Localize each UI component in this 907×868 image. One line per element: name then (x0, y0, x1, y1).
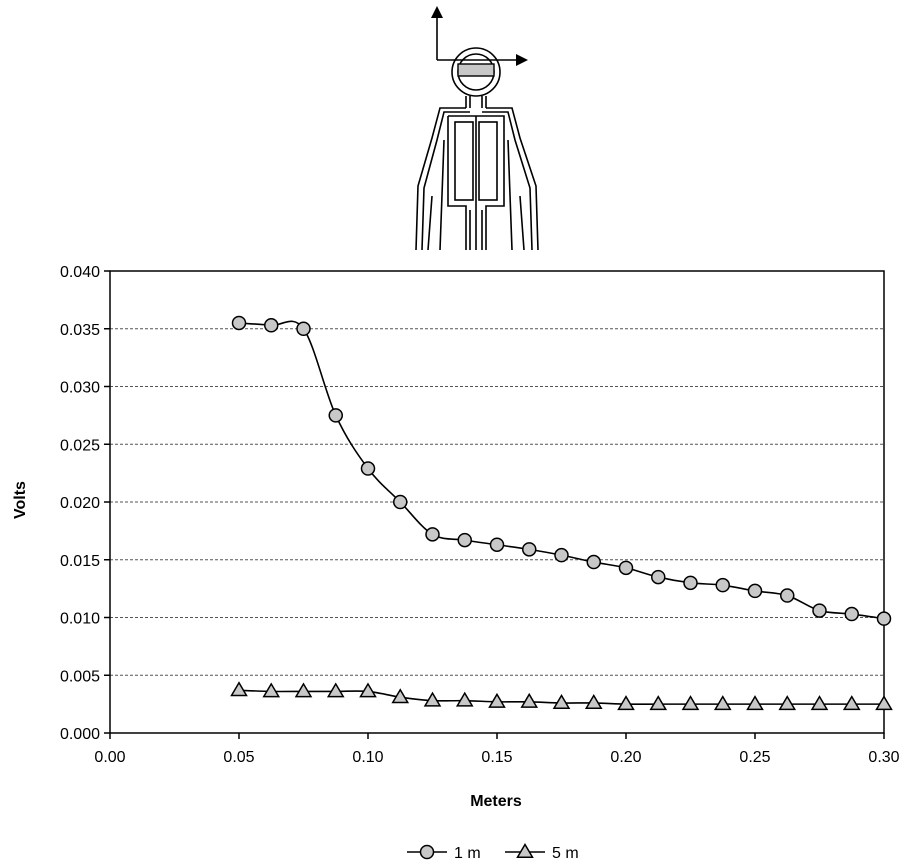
data-point (812, 603, 827, 618)
series-layer (230, 315, 893, 711)
x-tick-label: 0.05 (223, 749, 254, 766)
y-axis-title: Volts (12, 481, 29, 519)
x-tick-label: 0.30 (868, 749, 899, 766)
vertical-arrowhead (431, 6, 443, 18)
data-point (264, 318, 279, 333)
horizontal-arrowhead (516, 54, 528, 66)
legend: 1 m 5 m (407, 843, 579, 862)
legend-item: 1 m (407, 844, 481, 862)
y-tick-label: 0.020 (60, 495, 100, 512)
legend-marker (419, 844, 435, 860)
head-band (457, 63, 495, 77)
data-point (328, 408, 343, 423)
data-point (651, 569, 666, 585)
series-line (238, 320, 885, 620)
chest-panel-right (478, 121, 498, 201)
data-point (520, 692, 539, 708)
x-tick-label: 0.15 (481, 749, 512, 766)
data-point (230, 681, 248, 697)
data-point (713, 695, 732, 711)
legend-marker (516, 843, 534, 858)
data-point (554, 547, 569, 563)
data-point (391, 688, 410, 704)
chest-panel-left (454, 121, 474, 201)
data-point (359, 682, 377, 698)
data-point (425, 527, 440, 542)
legs (469, 210, 483, 250)
data-point (423, 691, 442, 707)
data-point (489, 537, 505, 552)
y-tick-label: 0.035 (60, 322, 100, 339)
gridlines (110, 328, 884, 676)
human-figure-illustration (415, 6, 539, 251)
data-point (746, 695, 764, 711)
y-tick-label: 0.010 (60, 611, 100, 628)
data-point (778, 695, 797, 711)
x-tick-label: 0.00 (94, 749, 125, 766)
legend-label: 1 m (454, 845, 481, 862)
data-point (488, 692, 506, 708)
data-point (586, 554, 601, 570)
y-axis: 0.000 0.005 0.010 0.015 0.020 0.025 0.030 0.035… (60, 264, 110, 743)
x-tick-label: 0.10 (352, 749, 383, 766)
data-point (617, 695, 635, 711)
y-tick-label: 0.015 (60, 553, 100, 570)
data-point (780, 588, 795, 603)
y-tick-label: 0.040 (60, 264, 100, 281)
data-point (649, 695, 668, 711)
data-point (455, 691, 474, 707)
data-point (393, 494, 408, 510)
data-point (842, 695, 861, 711)
y-tick-label: 0.030 (60, 380, 100, 397)
legend-label: 5 m (552, 845, 579, 862)
data-point (876, 611, 892, 626)
data-point (522, 542, 537, 557)
data-point (618, 560, 634, 576)
data-point (747, 583, 763, 599)
x-tick-label: 0.25 (739, 749, 770, 766)
data-point (810, 695, 829, 711)
y-tick-label: 0.000 (60, 726, 100, 743)
data-point (457, 532, 472, 548)
data-point (683, 575, 698, 591)
data-point (296, 321, 311, 336)
data-point (584, 693, 603, 709)
data-point (715, 577, 730, 593)
data-point (681, 695, 700, 711)
arm-left (427, 139, 445, 251)
data-point (360, 461, 376, 476)
data-point (875, 695, 893, 711)
x-axis: 0.00 0.05 0.10 0.15 0.20 0.25 0.30 (94, 733, 900, 766)
head-outer (451, 47, 501, 97)
data-point (844, 606, 859, 622)
data-point (552, 693, 571, 709)
series-1m (231, 315, 892, 626)
data-point (262, 682, 281, 698)
data-point (326, 682, 345, 698)
legend-item: 5 m (505, 843, 579, 862)
series-5m (230, 681, 893, 711)
torso-outer (415, 107, 539, 251)
y-tick-label: 0.025 (60, 437, 100, 454)
x-tick-label: 0.20 (610, 749, 641, 766)
y-tick-label: 0.005 (60, 668, 100, 685)
torso-mid (421, 111, 533, 251)
arm-right (507, 139, 525, 251)
data-point (294, 682, 313, 698)
neck (465, 96, 487, 108)
data-point (231, 315, 247, 331)
x-axis-title: Meters (470, 793, 522, 810)
torso-inner (447, 115, 505, 250)
